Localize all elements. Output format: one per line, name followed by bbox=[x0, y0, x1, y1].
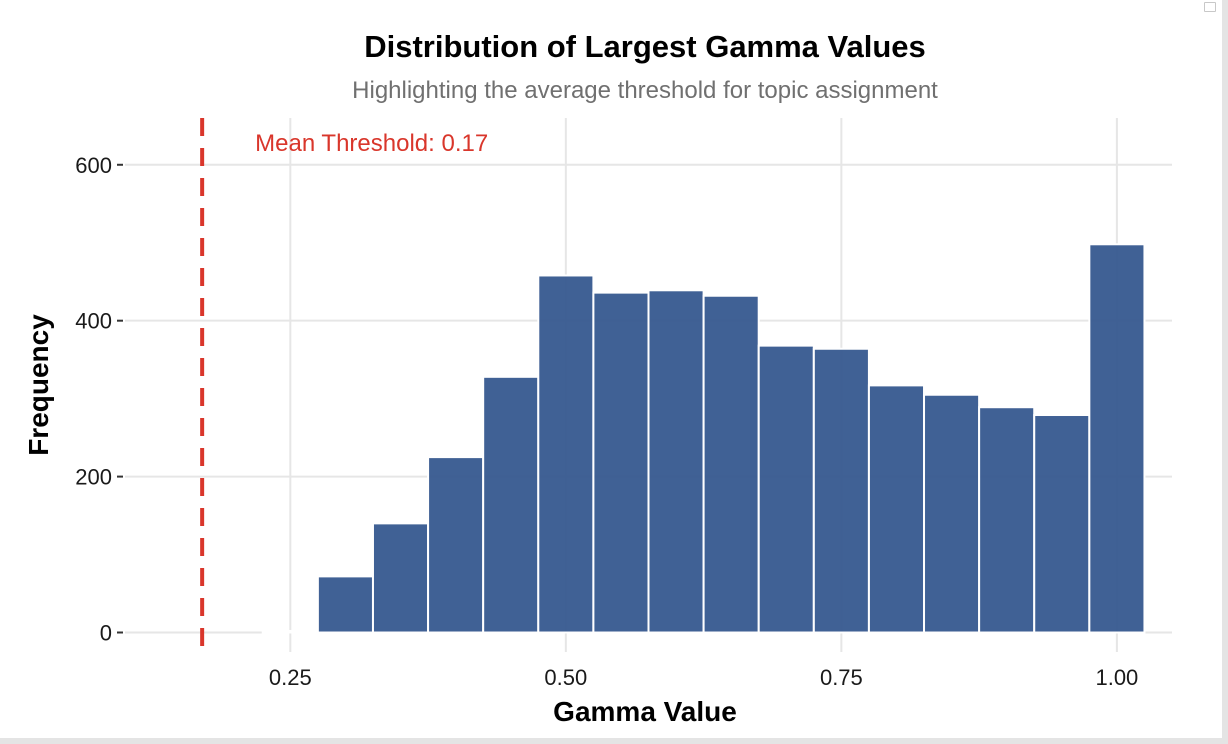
x-tick-label: 0.75 bbox=[820, 665, 863, 690]
threshold-group: Mean Threshold: 0.17 bbox=[200, 118, 488, 652]
y-axis-label: Frequency bbox=[23, 314, 54, 456]
axes: 0 200 400 600 0.25 0.50 0.75 1.00 bbox=[75, 153, 1138, 690]
histogram-bar bbox=[867, 384, 926, 634]
histogram-bar bbox=[1088, 243, 1146, 634]
y-tick-label: 0 bbox=[100, 621, 112, 646]
histogram-bar bbox=[647, 289, 705, 634]
histogram-bar bbox=[978, 406, 1036, 634]
y-tick-label: 200 bbox=[75, 465, 112, 490]
y-tick-label: 400 bbox=[75, 309, 112, 334]
x-tick-label: 0.50 bbox=[544, 665, 587, 690]
histogram-bar bbox=[261, 629, 319, 634]
histogram-bar bbox=[923, 393, 981, 634]
histogram-bar bbox=[371, 522, 430, 634]
bars bbox=[261, 243, 1146, 634]
histogram-bar bbox=[1033, 414, 1091, 634]
chart-title: Distribution of Largest Gamma Values bbox=[364, 29, 926, 64]
chart-subtitle: Highlighting the average threshold for t… bbox=[352, 77, 938, 104]
histogram-bar bbox=[537, 274, 595, 634]
histogram-bar bbox=[482, 375, 540, 634]
histogram-bar bbox=[812, 347, 870, 634]
histogram-bar bbox=[592, 291, 650, 634]
histogram-bar bbox=[427, 456, 485, 634]
histogram-bar bbox=[316, 575, 374, 634]
x-tick-label: 1.00 bbox=[1095, 665, 1138, 690]
x-tick-label: 0.25 bbox=[269, 665, 312, 690]
histogram-bar bbox=[757, 344, 815, 634]
histogram-bar bbox=[702, 294, 760, 634]
y-tick-label: 600 bbox=[75, 153, 112, 178]
threshold-label: Mean Threshold: 0.17 bbox=[255, 130, 488, 157]
resize-handle-icon[interactable] bbox=[1204, 2, 1216, 12]
x-axis-label: Gamma Value bbox=[553, 696, 737, 727]
